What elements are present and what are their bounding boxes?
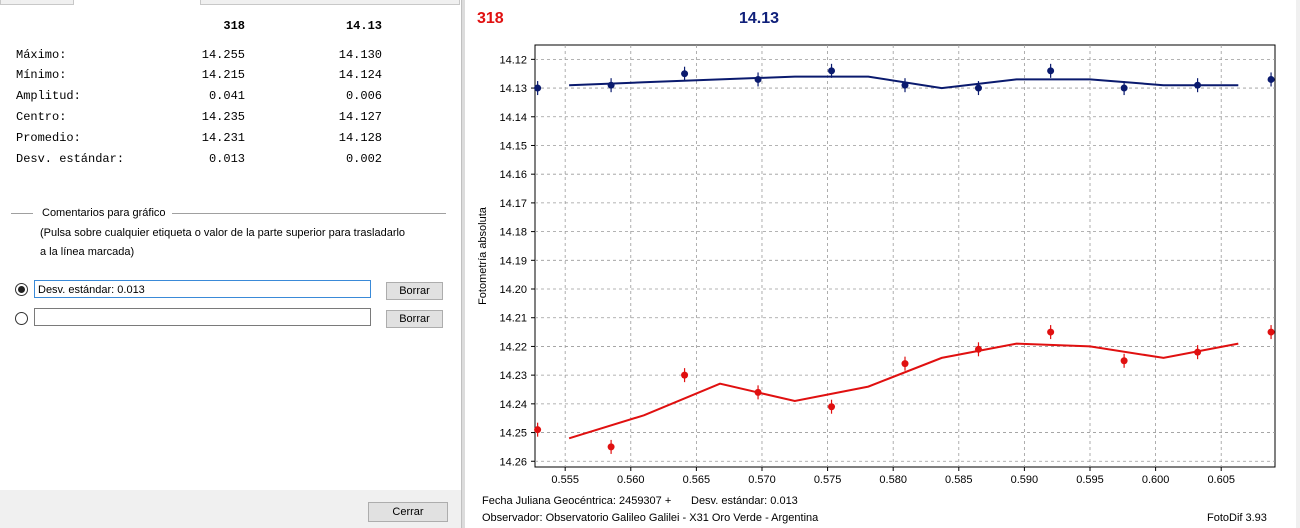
stat-label-center[interactable]: Centro: [16,110,67,124]
comment-radio-2[interactable] [15,312,28,325]
x-tick-label: 0.565 [683,474,711,486]
comment-radio-1[interactable] [15,283,28,296]
x-tick-label: 0.575 [814,474,842,486]
stat-value-average-1[interactable]: 14.231 [201,131,245,145]
data-point [1120,357,1128,365]
x-tick-label: 0.585 [945,474,973,486]
chart-header-right: 14.13 [739,10,780,27]
tab-stub-right[interactable] [200,0,460,5]
stat-value-average-2[interactable]: 14.128 [338,131,382,145]
stat-value-min-1[interactable]: 14.215 [201,68,245,82]
x-tick-label: 0.590 [1011,474,1039,486]
data-point [828,67,836,75]
comment-input-1[interactable]: Desv. estándar: 0.013 [34,280,371,298]
section-divider-right [172,213,446,214]
comments-section-title: Comentarios para gráfico [42,207,166,219]
y-tick-label: 14.19 [499,255,527,267]
stat-value-amplitude-1[interactable]: 0.041 [208,89,245,103]
data-point [974,84,982,92]
data-point [901,360,909,368]
y-tick-label: 14.17 [499,198,527,210]
stat-value-stddev-1[interactable]: 0.013 [208,152,245,166]
stat-label-max[interactable]: Máximo: [16,48,67,62]
fit-line-series-1 [568,342,1239,440]
data-point [1120,84,1128,92]
x-tick-label: 0.600 [1142,474,1170,486]
data-point [534,84,542,92]
data-point [681,371,689,379]
stat-value-center-1[interactable]: 14.235 [201,110,245,124]
data-point [754,388,762,396]
y-tick-label: 14.12 [499,54,527,66]
y-tick-label: 14.14 [499,112,527,124]
stat-label-stddev[interactable]: Desv. estándar: [16,152,125,166]
x-tick-label: 0.580 [879,474,907,486]
chart-header-left: 318 [477,10,504,27]
statistics-panel: 318 14.13 Máximo: 14.255 14.130 Mínimo: … [0,0,461,528]
comments-hint-line1: (Pulsa sobre cualquier etiqueta o valor … [40,227,406,239]
data-point [1194,348,1202,356]
x-tick-label: 0.570 [748,474,776,486]
data-point [534,426,542,434]
footer-stddev: Desv. estándar: 0.013 [691,495,798,507]
stat-value-amplitude-2[interactable]: 0.006 [345,89,382,103]
chart-area: 318 14.13 0.555 0.560 0.565 0.570 0.575 0.580… [465,0,1296,528]
y-axis-label: Fotometría absoluta [477,206,489,305]
comment-input-2[interactable] [34,308,371,326]
close-button[interactable]: Cerrar [368,502,448,522]
stat-value-stddev-2[interactable]: 0.002 [345,152,382,166]
data-point [1267,75,1275,83]
tab-stub-left[interactable] [0,0,74,5]
data-point [1267,328,1275,336]
data-point [607,81,615,89]
data-point [754,75,762,83]
y-tick-label: 14.18 [499,227,527,239]
y-tick-label: 14.16 [499,169,527,181]
section-divider-left [11,213,33,214]
y-tick-label: 14.25 [499,428,527,440]
delete-comment-2-button[interactable]: Borrar [386,310,443,328]
y-tick-label: 14.20 [499,284,527,296]
statistics-content: 318 14.13 Máximo: 14.255 14.130 Mínimo: … [0,0,461,490]
x-tick-label: 0.605 [1207,474,1235,486]
stat-label-amplitude[interactable]: Amplitud: [16,89,81,103]
y-tick-label: 14.15 [499,140,527,152]
delete-comment-1-button[interactable]: Borrar [386,282,443,300]
stat-label-min[interactable]: Mínimo: [16,68,67,82]
comments-hint-line2: a la línea marcada) [40,246,135,258]
y-tick-label: 14.23 [499,370,527,382]
y-tick-label: 14.22 [499,341,527,353]
stat-value-max-1[interactable]: 14.255 [201,48,245,62]
data-point [901,81,909,89]
footer-observer: Observador: Observatorio Galileo Galilei… [482,512,819,524]
footer-app-version: FotoDif 3.93 [1207,512,1267,524]
x-tick-label: 0.595 [1076,474,1104,486]
stat-value-center-2[interactable]: 14.127 [338,110,382,124]
data-point [974,345,982,353]
photometry-chart: 0.555 0.560 0.565 0.570 0.575 0.580 0.585 0.590… [477,44,1276,486]
data-point [1047,328,1055,336]
splitter[interactable] [461,0,466,528]
y-tick-label: 14.26 [499,456,527,468]
y-tick-label: 14.13 [499,83,527,95]
stats-header-col1[interactable]: 318 [223,19,245,33]
data-point [681,70,689,78]
data-point [1194,81,1202,89]
y-tick-label: 14.21 [499,313,527,325]
data-point [607,443,615,451]
x-tick-label: 0.555 [551,474,579,486]
stats-header-col2[interactable]: 14.13 [345,19,382,33]
chart-panel: 318 14.13 0.555 0.560 0.565 0.570 0.575 0.580… [465,0,1300,528]
data-point [1047,67,1055,75]
x-tick-label: 0.560 [617,474,645,486]
radio-selected-dot [18,286,25,293]
data-point [828,403,836,411]
stat-value-min-2[interactable]: 14.124 [338,68,382,82]
stat-label-average[interactable]: Promedio: [16,131,81,145]
plot-frame [534,44,1276,468]
stat-value-max-2[interactable]: 14.130 [338,48,382,62]
y-tick-label: 14.24 [499,399,527,411]
footer-julian-date: Fecha Juliana Geocéntrica: 2459307 + [482,495,672,507]
